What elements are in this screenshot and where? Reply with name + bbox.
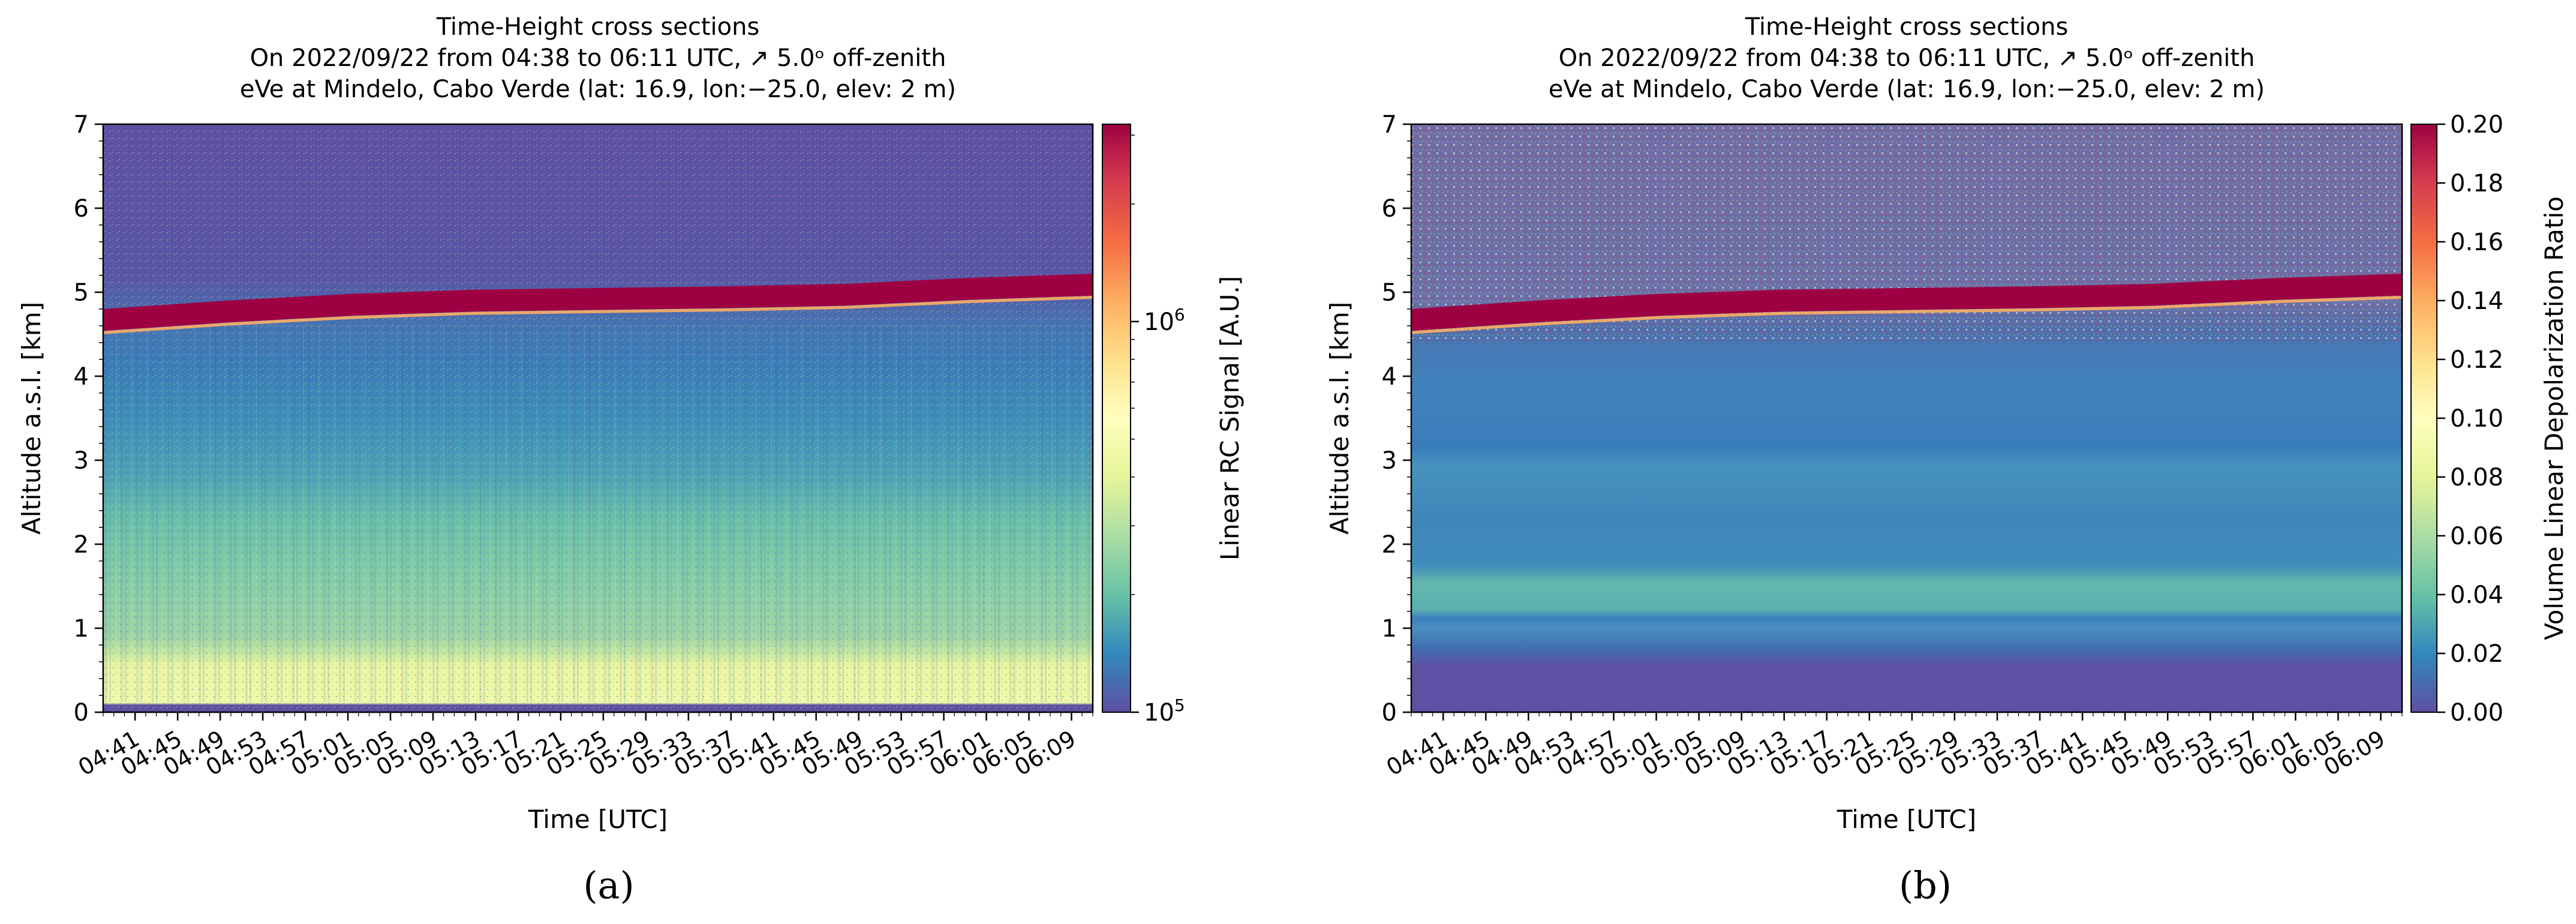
colorbar-label: Volume Linear Depolarization Ratio [2539, 196, 2569, 640]
colorbar-label: Linear RC Signal [A.U.] [1215, 276, 1245, 560]
colorbar-tick-label: 106 [1144, 305, 1185, 336]
y-tick-label: 1 [1382, 615, 1397, 643]
y-tick-label: 5 [74, 279, 89, 307]
chart-title-line: On 2022/09/22 from 04:38 to 06:11 UTC, ↗… [1559, 44, 2255, 72]
cloud-layer [103, 274, 1093, 331]
colorbar-tick-label: 0.18 [2450, 170, 2503, 197]
y-axis-label: Altitude a.s.l. [km] [1325, 302, 1354, 535]
colorbar-tick-label: 0.16 [2450, 229, 2503, 256]
chart-title-line: eVe at Mindelo, Cabo Verde (lat: 16.9, l… [240, 76, 956, 103]
y-tick-label: 2 [1382, 531, 1397, 559]
panel-letter: (a) [583, 863, 634, 907]
colorbar-tick-label: 0.12 [2450, 346, 2503, 374]
colorbar-tick-label: 0.04 [2450, 581, 2503, 609]
plot-frame [1410, 123, 2403, 713]
colorbar-tick-label: 0.00 [2450, 699, 2503, 727]
colorbar-tick-label: 0.06 [2450, 523, 2503, 550]
colorbar-tick-label: 0.20 [2450, 111, 2503, 139]
y-axis-label: Altitude a.s.l. [km] [17, 302, 46, 535]
panel-letter: (b) [1899, 863, 1952, 907]
x-axis-label: Time [UTC] [1836, 805, 1976, 834]
colorbar-tick-label: 0.08 [2450, 464, 2503, 491]
y-tick-label: 5 [1382, 279, 1397, 307]
plot-frame [102, 123, 1094, 713]
colorbar [2410, 124, 2437, 713]
colorbar [1102, 124, 1131, 713]
y-tick-label: 2 [74, 531, 89, 559]
chart-title-line: Time-Height cross sections [436, 13, 760, 41]
y-tick-label: 3 [1382, 447, 1397, 475]
y-tick-label: 4 [74, 363, 89, 391]
colorbar-tick-label: 0.10 [2450, 405, 2503, 433]
heatmap-noise [103, 124, 1093, 712]
y-tick-label: 6 [74, 195, 89, 223]
chart-title-line: Time-Height cross sections [1745, 13, 2069, 41]
cloud-layer-edge [1411, 296, 2403, 334]
y-tick-label: 0 [1382, 699, 1397, 727]
x-axis-label: Time [UTC] [528, 805, 668, 834]
y-tick-label: 4 [1382, 363, 1397, 391]
y-tick-label: 1 [74, 615, 89, 643]
panel-a: Time-Height cross sections On 2022/09/22 … [17, 13, 1245, 907]
colorbar-tick-exponent: 5 [1174, 695, 1185, 715]
cloud-layer [1411, 274, 2402, 331]
y-tick-label: 3 [74, 447, 89, 475]
panel-b: Time-Height cross sections On 2022/09/22 … [1325, 13, 2569, 907]
cloud-layer-edge [103, 296, 1093, 334]
y-tick-label: 6 [1382, 195, 1397, 223]
chart-title-line: eVe at Mindelo, Cabo Verde (lat: 16.9, l… [1549, 76, 2265, 103]
y-tick-label: 0 [74, 699, 89, 727]
colorbar-tick-label: 0.02 [2450, 640, 2503, 668]
colorbar-tick-label: 105 [1144, 695, 1185, 727]
colorbar-tick-exponent: 6 [1174, 305, 1185, 325]
y-tick-label: 7 [74, 111, 89, 139]
chart-title-line: On 2022/09/22 from 04:38 to 06:11 UTC, ↗… [250, 44, 946, 72]
colorbar-tick-label: 0.14 [2450, 287, 2503, 315]
y-tick-label: 7 [1382, 111, 1397, 139]
colorbar-tick-base: 10 [1144, 699, 1174, 727]
colorbar-tick-base: 10 [1144, 308, 1174, 336]
